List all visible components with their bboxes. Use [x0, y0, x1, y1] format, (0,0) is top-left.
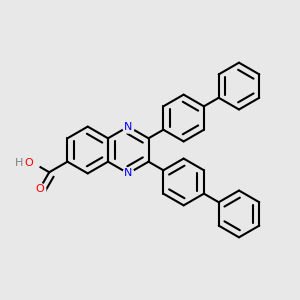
Text: N: N: [124, 168, 133, 178]
Text: N: N: [124, 122, 133, 132]
Text: O: O: [35, 184, 44, 194]
Text: O: O: [24, 158, 33, 168]
Text: H: H: [15, 158, 23, 168]
